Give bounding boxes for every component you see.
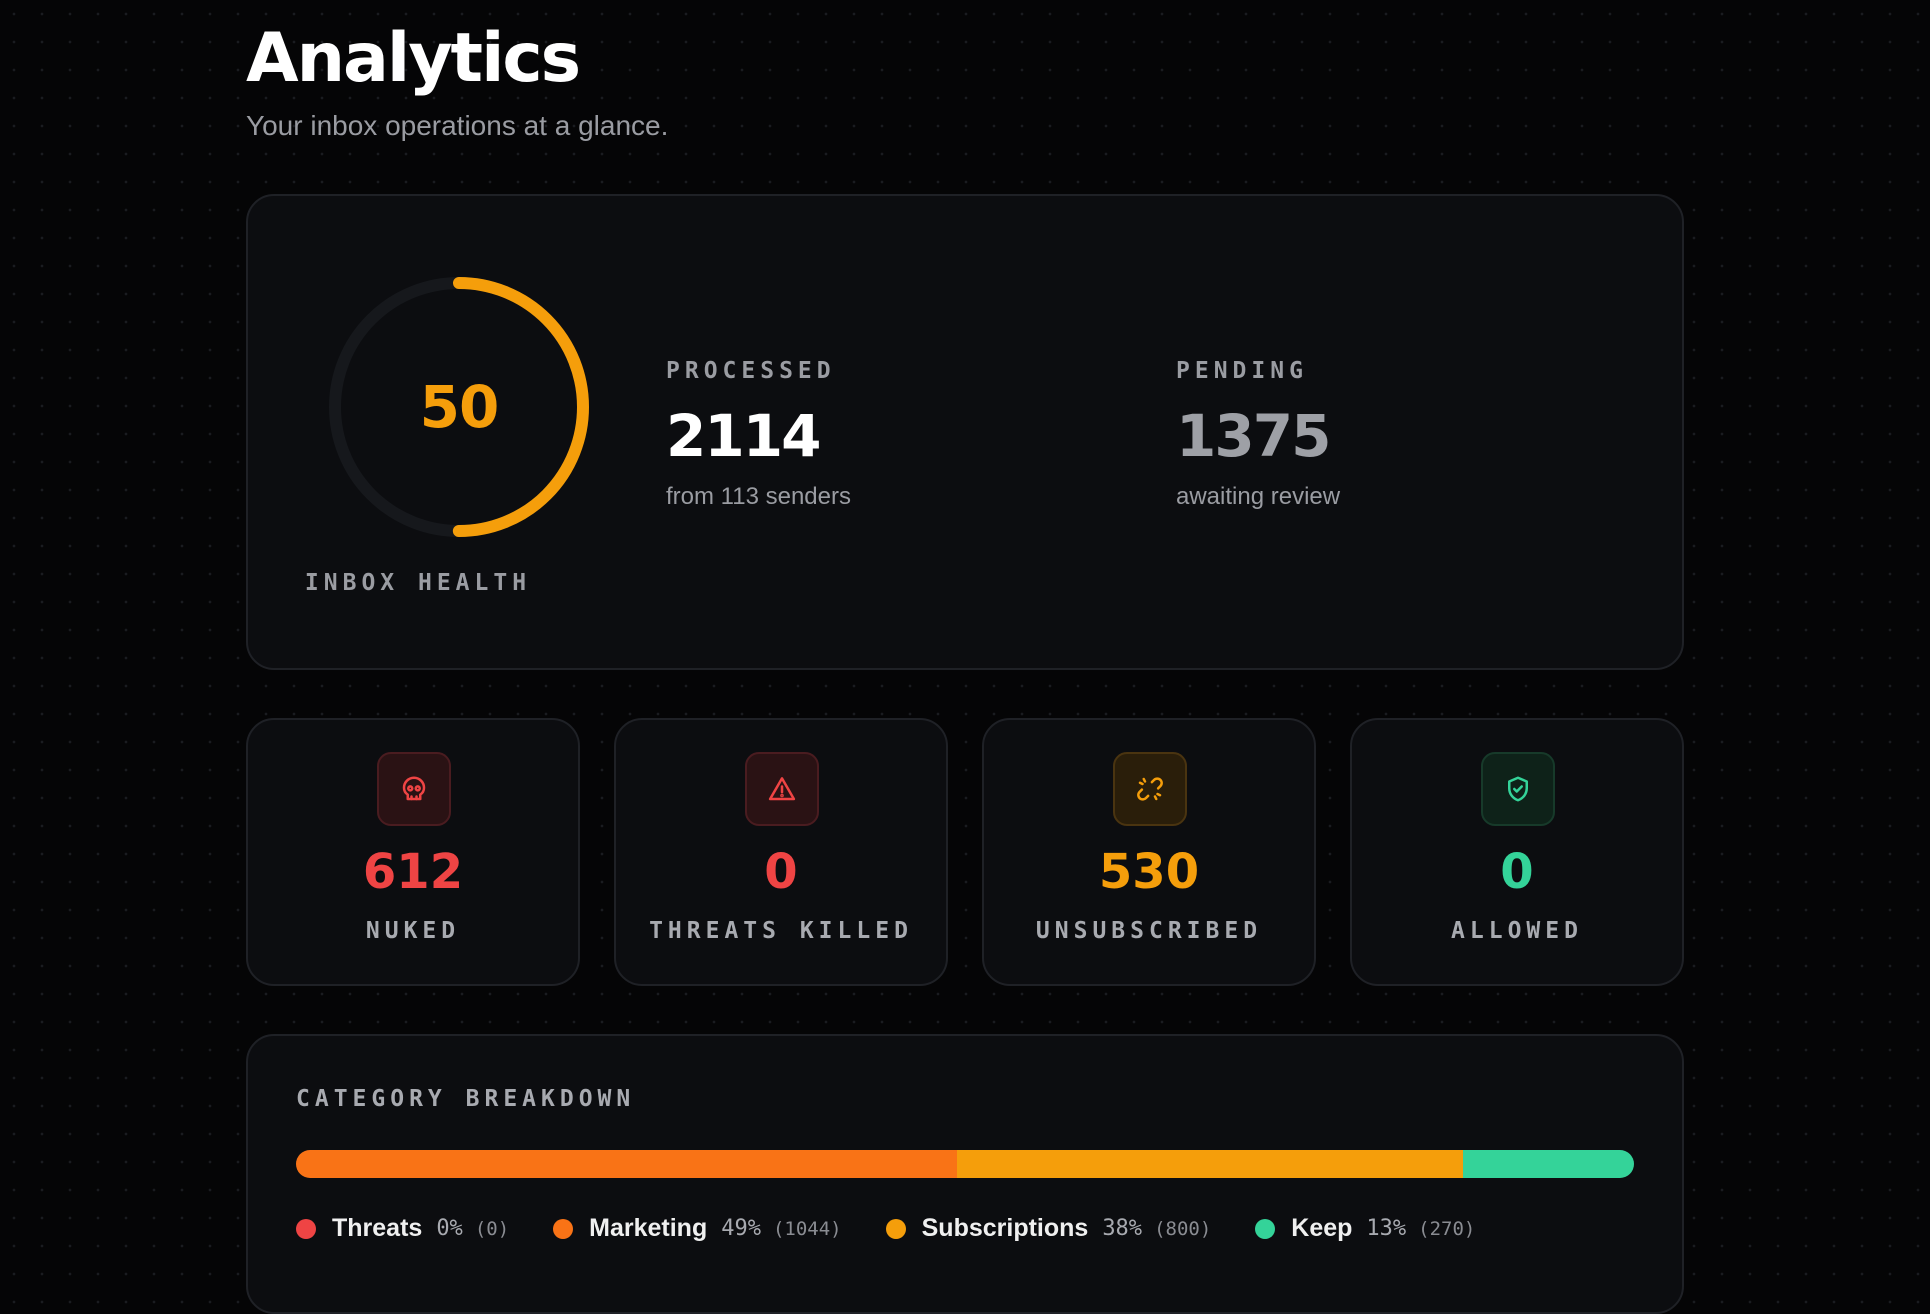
legend-percent: 0%: [436, 1216, 463, 1241]
gauge-ring: [329, 277, 589, 537]
processed-sub: from 113 senders: [666, 483, 851, 510]
page-subtitle: Your inbox operations at a glance.: [246, 110, 669, 141]
warning-icon: [745, 752, 819, 826]
nuked-label: NUKED: [365, 918, 461, 944]
broken-link-icon: [1113, 752, 1187, 826]
inbox-health-gauge: 50: [328, 276, 590, 538]
category-breakdown-panel: CATEGORY BREAKDOWN Threats 0% (0) Market…: [246, 1034, 1684, 1314]
category-legend: Threats 0% (0) Marketing 49% (1044) Subs…: [296, 1214, 1475, 1243]
breakdown-title: CATEGORY BREAKDOWN: [296, 1086, 636, 1112]
legend-name: Marketing: [589, 1214, 708, 1242]
processed-value: 2114: [666, 402, 821, 470]
bar-segment-subscriptions: [956, 1150, 1464, 1178]
unsubscribed-value: 530: [1098, 844, 1200, 900]
legend-percent: 38%: [1102, 1216, 1143, 1241]
legend-item-subscriptions: Subscriptions 38% (800): [885, 1214, 1212, 1243]
legend-dot: [885, 1218, 906, 1239]
legend-name: Threats: [332, 1214, 423, 1242]
legend-percent: 13%: [1366, 1216, 1407, 1241]
processed-label: PROCESSED: [666, 358, 836, 384]
threats-killed-label: THREATS KILLED: [649, 918, 913, 944]
nuked-value: 612: [362, 844, 464, 900]
health-label: INBOX HEALTH: [304, 570, 532, 596]
skull-icon: [377, 752, 451, 826]
pending-sub: awaiting review: [1176, 483, 1341, 510]
legend-item-threats: Threats 0% (0): [296, 1214, 509, 1243]
legend-dot: [553, 1218, 574, 1239]
pending-stat: PENDING 1375 awaiting review: [1176, 356, 1340, 512]
legend-name: Subscriptions: [921, 1214, 1089, 1242]
threats-killed-card: 0 THREATS KILLED: [614, 718, 948, 986]
unsubscribed-card: 530 UNSUBSCRIBED: [982, 718, 1316, 986]
threats-killed-value: 0: [764, 844, 798, 900]
legend-count: (1044): [772, 1217, 842, 1240]
allowed-label: ALLOWED: [1451, 918, 1583, 944]
allowed-value: 0: [1500, 844, 1534, 900]
legend-count: (800): [1154, 1217, 1212, 1240]
overview-panel: 50 INBOX HEALTH PROCESSED 2114 from 113 …: [246, 194, 1684, 670]
legend-dot: [1255, 1218, 1276, 1239]
page-title: Analytics: [246, 19, 581, 98]
health-score: 50: [419, 373, 500, 441]
gauge-arc: [329, 277, 589, 537]
legend-item-keep: Keep 13% (270): [1255, 1214, 1475, 1243]
bar-segment-keep: [1463, 1150, 1634, 1178]
category-bar: [296, 1150, 1634, 1178]
legend-count: (270): [1418, 1217, 1476, 1240]
unsubscribed-label: UNSUBSCRIBED: [1035, 918, 1263, 944]
legend-name: Keep: [1291, 1214, 1353, 1242]
allowed-card: 0 ALLOWED: [1350, 718, 1684, 986]
processed-stat: PROCESSED 2114 from 113 senders: [666, 356, 851, 512]
bar-segment-marketing: [296, 1150, 957, 1178]
shield-check-icon: [1481, 752, 1555, 826]
nuked-card: 612 NUKED: [246, 718, 580, 986]
legend-percent: 49%: [721, 1216, 761, 1241]
legend-item-marketing: Marketing 49% (1044): [553, 1214, 842, 1243]
legend-dot: [296, 1218, 316, 1239]
legend-count: (0): [474, 1217, 510, 1240]
pending-label: PENDING: [1176, 358, 1308, 384]
pending-value: 1375: [1176, 402, 1331, 470]
